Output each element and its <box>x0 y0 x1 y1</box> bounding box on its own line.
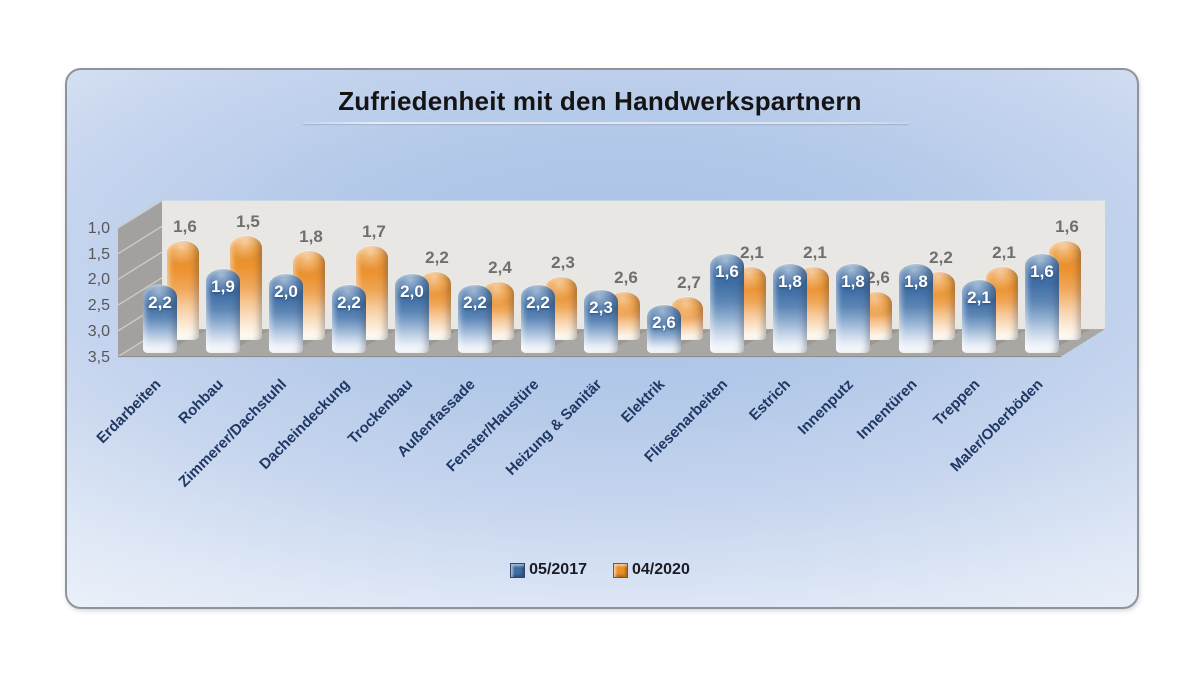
bar-value-label: 2,2 <box>929 247 953 267</box>
bar-value-label: 1,5 <box>236 211 260 231</box>
cylinder-cap <box>167 239 199 264</box>
bar-value-label: 1,9 <box>211 277 235 297</box>
y-axis-tick-label: 2,5 <box>87 297 110 315</box>
legend-swatch-blue <box>510 562 526 578</box>
bar-value-label: 2,1 <box>992 242 1016 262</box>
cylinder-cap <box>458 283 492 308</box>
cylinder-cap <box>899 263 933 288</box>
side-wall-gridline <box>117 225 163 255</box>
chart-title: Zufriedenheit mit den Handwerkspartnern <box>338 86 862 116</box>
cylinder-bar: 1,9 <box>206 268 240 353</box>
cylinder-cap <box>1025 252 1059 277</box>
cylinder-cap <box>836 263 870 288</box>
bar-value-label: 1,8 <box>841 272 865 292</box>
cylinder-cap <box>647 304 681 329</box>
legend-item-2020: 04/2020 <box>613 561 690 579</box>
title-underline <box>303 122 909 124</box>
bar-value-label: 2,0 <box>274 282 298 302</box>
y-axis-tick-label: 2,0 <box>87 271 110 289</box>
cylinder-cap <box>206 268 240 293</box>
cylinder-cap <box>962 278 996 303</box>
cylinder-bar: 2,2 <box>332 283 366 353</box>
cylinder-bar: 1,6 <box>1025 252 1059 353</box>
cylinder-bar: 2,0 <box>269 273 303 353</box>
cylinder-cap <box>710 252 744 277</box>
bar-value-label: 2,4 <box>488 258 512 277</box>
bar-value-label: 1,8 <box>778 272 802 292</box>
bar-value-label: 2,6 <box>652 313 676 333</box>
legend-label: 04/2020 <box>632 561 690 578</box>
cylinder-bar: 2,2 <box>521 283 555 353</box>
cylinder-bar: 1,8 <box>773 263 807 353</box>
bar-value-label: 2,2 <box>463 292 487 312</box>
y-axis-tick-label: 3,0 <box>87 322 110 340</box>
cylinder-cap <box>230 234 262 259</box>
y-axis-tick-label: 1,5 <box>87 245 110 263</box>
side-wall-gridline <box>117 277 163 306</box>
bar-value-label: 1,7 <box>362 222 386 241</box>
cylinder-bar <box>860 291 892 340</box>
legend-swatch-orange <box>613 562 628 578</box>
cylinder-cap <box>521 283 555 308</box>
cylinder-cap <box>773 263 807 288</box>
side-wall-gridline <box>117 251 163 281</box>
bar-value-label: 1,6 <box>173 216 197 236</box>
y-axis-tick-label: 1,0 <box>87 220 110 237</box>
cylinder-cap <box>293 250 325 275</box>
bar-value-label: 1,8 <box>904 272 928 292</box>
bar-value-label: 2,1 <box>803 242 827 262</box>
cylinder-bar: 2,3 <box>584 288 618 353</box>
cylinder-bar: 2,0 <box>395 273 429 353</box>
legend-item-2017: 05/2017 <box>510 561 587 579</box>
legend: 05/2017 04/2020 <box>0 561 1200 579</box>
y-axis-tick-label: 3,5 <box>87 348 110 366</box>
legend-label: 05/2017 <box>529 561 587 578</box>
bar-value-label: 2,2 <box>526 292 550 312</box>
cylinder-bar: 2,2 <box>458 283 492 353</box>
bar-value-label: 2,1 <box>740 242 764 262</box>
cylinder-cap <box>332 283 366 308</box>
cylinder-bar: 2,2 <box>143 283 177 353</box>
bar-value-label: 2,2 <box>425 247 449 267</box>
bar-value-label: 2,6 <box>614 268 638 288</box>
cylinder-bar: 2,1 <box>962 278 996 353</box>
bar-value-label: 2,2 <box>148 292 172 312</box>
bar-value-label: 2,7 <box>677 273 701 293</box>
bar-value-label: 2,0 <box>400 282 424 302</box>
bar-value-label: 2,1 <box>967 287 991 307</box>
cylinder-cap <box>269 273 303 298</box>
cylinder-bar: 1,8 <box>836 263 870 353</box>
cylinder-bar: 1,6 <box>710 252 744 353</box>
bar-value-label: 1,6 <box>715 261 739 281</box>
bar-value-label: 1,6 <box>1030 261 1054 281</box>
bar-value-label: 2,6 <box>866 268 890 288</box>
bar-value-label: 1,8 <box>299 227 323 247</box>
cylinder-bar: 2,6 <box>647 304 681 353</box>
cylinder-cap <box>143 283 177 308</box>
cylinder-cap <box>395 273 429 298</box>
cylinder-bar: 1,8 <box>899 263 933 353</box>
bar-value-label: 2,2 <box>337 292 361 312</box>
cylinder-cap <box>584 288 618 313</box>
bar-value-label: 2,3 <box>551 252 575 272</box>
cylinder-cap <box>356 245 388 269</box>
bar-value-label: 1,6 <box>1055 216 1079 236</box>
side-wall-gridline <box>117 200 163 229</box>
bar-value-label: 2,3 <box>589 297 613 317</box>
